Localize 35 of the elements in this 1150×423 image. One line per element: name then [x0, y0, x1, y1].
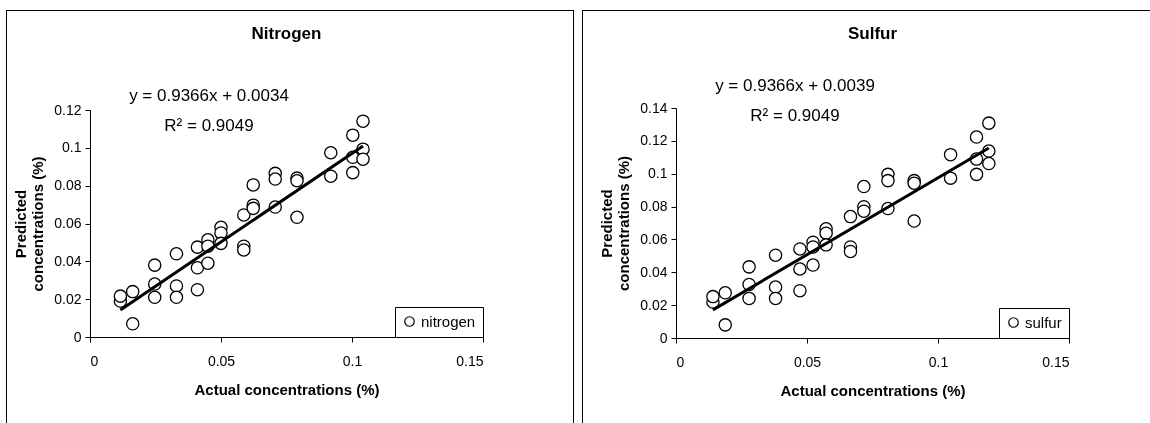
legend-label: sulfur: [1025, 313, 1062, 331]
y-tick-label: 0.02: [640, 296, 668, 313]
y-tick-label: 0: [659, 329, 668, 346]
y-tick-label: 0.08: [54, 177, 82, 194]
x-tick-label: 0: [90, 352, 99, 369]
y-tick-label: 0.08: [640, 198, 668, 215]
chart-title: Sulfur: [847, 24, 898, 43]
y-tick-label: 0.1: [648, 165, 668, 182]
x-tick-label: 0.15: [456, 352, 484, 369]
y-tick-label: 0.06: [54, 215, 82, 231]
x-tick-label: 0.15: [1042, 353, 1070, 370]
annotation: R² = 0.9049: [164, 116, 254, 135]
y-tick-label: 0: [73, 328, 82, 345]
y-tick-label: 0.14: [640, 99, 668, 116]
x-tick-label: 0.05: [207, 352, 236, 369]
x-axis-title: Actual concentrations (%): [780, 381, 966, 399]
y-tick-label: 0.12: [54, 101, 82, 118]
x-axis-title: Actual concentrations (%): [194, 380, 380, 398]
y-tick-label: 0.04: [54, 252, 82, 269]
text: y = 0.9366x + 0.0034: [129, 86, 289, 105]
y-axis-title: Predicted concentrations (%): [598, 155, 633, 292]
x-tick-label: 0.1: [928, 353, 949, 370]
y-tick-label: 0.06: [640, 230, 668, 247]
x-tick-label: 0.1: [342, 352, 363, 369]
x-tick-label: 0.05: [793, 353, 822, 370]
y-tick-label: 0.1: [62, 139, 82, 156]
x-tick-label: 0: [676, 353, 685, 370]
y-tick-label: 0.02: [54, 290, 82, 307]
text: y = 0.9366x + 0.0039: [715, 76, 875, 95]
legend-label: nitrogen: [421, 312, 476, 330]
y-tick-label: 0.12: [640, 132, 668, 149]
y-tick-label: 0.04: [640, 263, 668, 280]
chart-title: Nitrogen: [251, 24, 322, 43]
annotation: R² = 0.9049: [750, 106, 840, 125]
y-axis-title: Predicted concentrations (%): [12, 156, 47, 292]
